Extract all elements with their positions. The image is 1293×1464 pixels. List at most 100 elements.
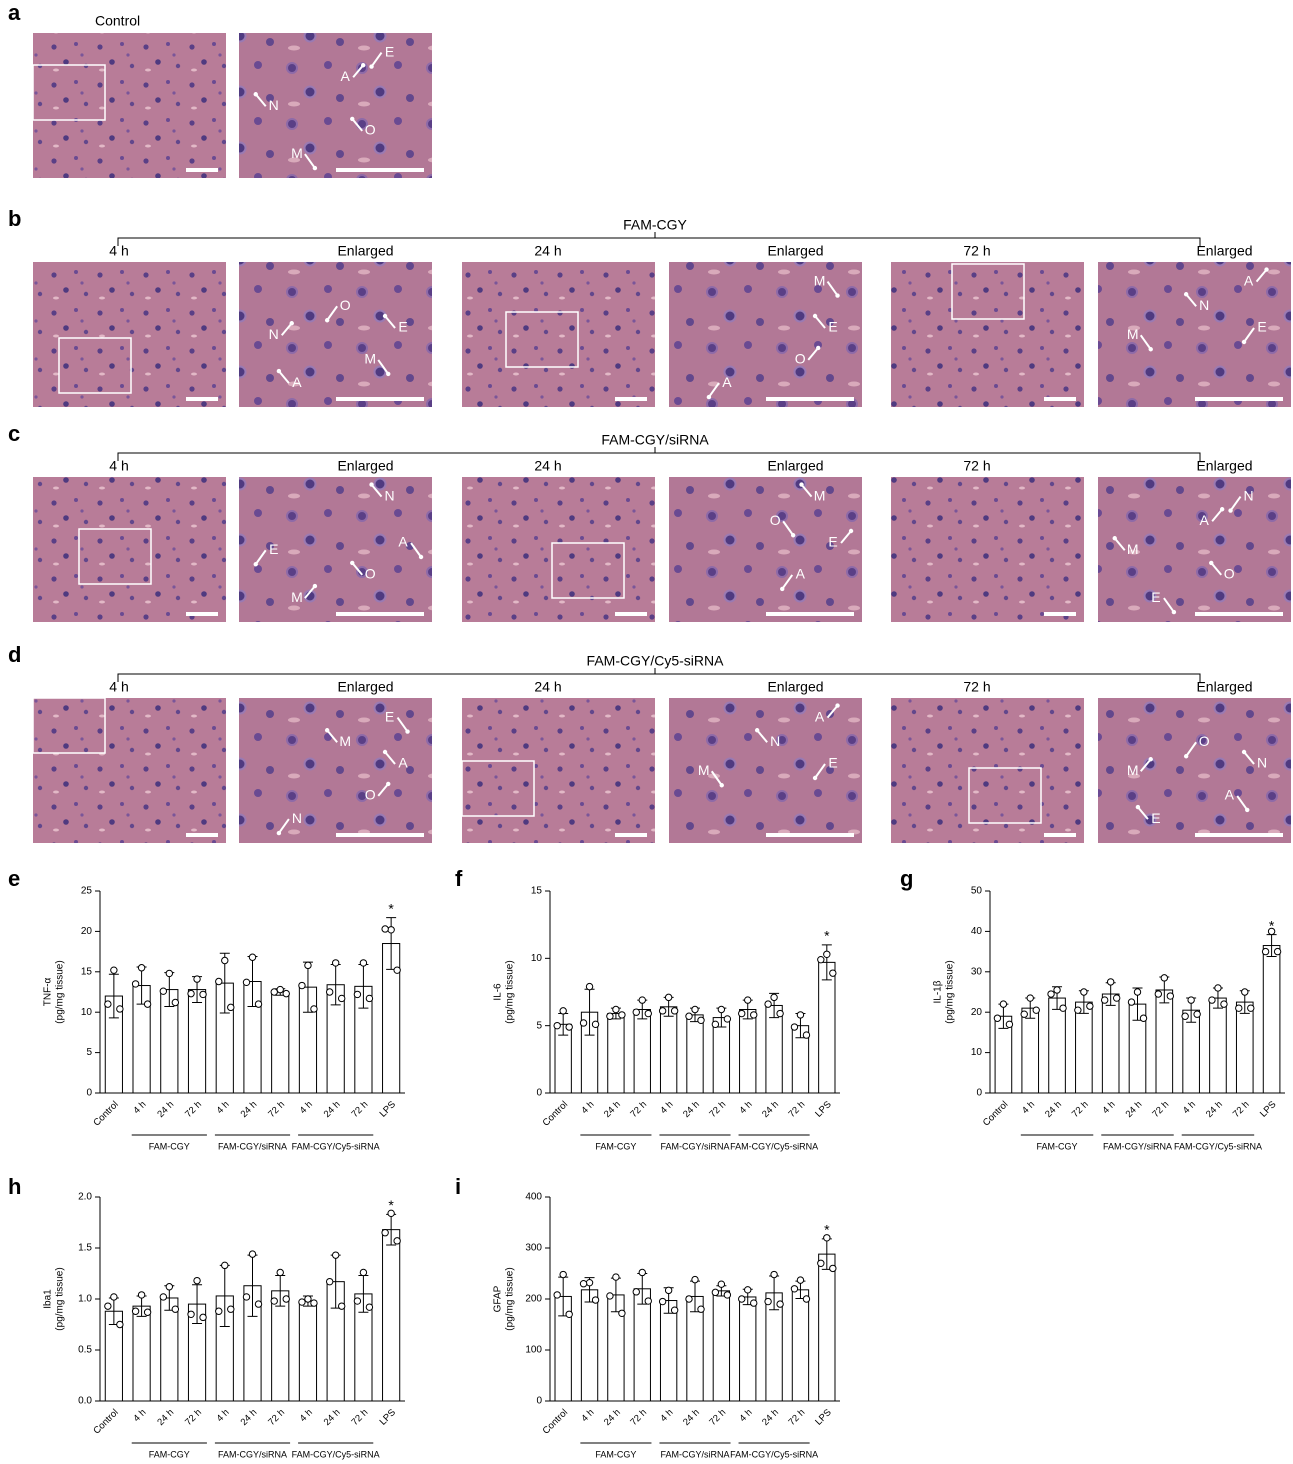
y-axis-title: Iba1	[43, 1289, 54, 1309]
arrow-head	[277, 831, 281, 835]
x-tick-label: 72 h	[786, 1407, 807, 1428]
micrograph	[462, 698, 655, 843]
group-label: FAM-CGY/Cy5-siRNA	[730, 1449, 818, 1459]
annotation-letter: M	[1127, 326, 1139, 342]
data-point	[613, 1274, 619, 1280]
data-point	[271, 989, 277, 995]
panel-label: g	[900, 866, 913, 891]
data-point	[249, 1251, 255, 1257]
x-tick-label: 4 h	[579, 1099, 596, 1116]
bar	[581, 1290, 597, 1401]
data-point	[194, 1277, 200, 1283]
arrow-head	[254, 92, 258, 96]
data-point	[332, 1252, 338, 1258]
bar	[608, 1014, 624, 1093]
data-point	[560, 1008, 566, 1014]
data-point	[686, 1013, 692, 1019]
data-point	[1101, 997, 1107, 1003]
data-point	[1060, 1005, 1066, 1011]
bar	[1102, 994, 1119, 1093]
data-point	[188, 1311, 194, 1317]
arrow-head	[835, 293, 839, 297]
annotation-letter: A	[340, 68, 350, 84]
data-point	[771, 1271, 777, 1277]
data-point	[228, 1004, 234, 1010]
x-tick-label: 72 h	[1231, 1099, 1252, 1120]
data-point	[243, 979, 249, 985]
annotation-letter: M	[291, 589, 303, 605]
data-point	[1081, 989, 1087, 995]
data-point	[277, 1269, 283, 1275]
arrow-head	[419, 555, 423, 559]
annotation-letter: N	[770, 733, 780, 749]
y-tick-label: 10	[81, 1007, 93, 1018]
x-tick-label: 72 h	[707, 1099, 728, 1120]
annotation-letter: N	[292, 810, 302, 826]
column-title: Enlarged	[1196, 679, 1252, 695]
data-point	[645, 1298, 651, 1304]
significance-mark: *	[824, 1222, 830, 1238]
x-tick-label: 4 h	[1100, 1099, 1117, 1116]
annotation-letter: E	[1151, 589, 1160, 605]
data-point	[639, 997, 645, 1003]
data-point	[354, 1298, 360, 1304]
x-tick-label: 24 h	[760, 1099, 781, 1120]
data-point	[132, 1308, 138, 1314]
data-point	[1027, 995, 1033, 1001]
bar	[188, 990, 205, 1093]
data-point	[1182, 1013, 1188, 1019]
arrow-head	[405, 729, 409, 733]
annotation-letter: A	[1225, 787, 1235, 803]
x-tick-label: 24 h	[602, 1407, 623, 1428]
arrow-head	[369, 64, 373, 68]
data-point	[1248, 1005, 1254, 1011]
annotation-letter: A	[398, 534, 408, 550]
bar	[133, 1306, 150, 1401]
data-point	[797, 1277, 803, 1283]
arrow-head	[780, 587, 784, 591]
arrow-head	[799, 482, 803, 486]
y-tick-label: 0.5	[78, 1345, 92, 1356]
annotation-letter: M	[698, 762, 710, 778]
annotation-letter: E	[385, 708, 394, 724]
arrow-head	[369, 482, 373, 486]
annotation-letter: E	[828, 319, 837, 335]
x-tick-label: Control	[541, 1407, 570, 1436]
data-point	[354, 991, 360, 997]
bar	[1236, 1002, 1253, 1093]
data-point	[200, 991, 206, 997]
group-label: FAM-CGY/siRNA	[660, 1449, 729, 1459]
data-point	[1209, 997, 1215, 1003]
x-tick-label: 4 h	[738, 1099, 755, 1116]
data-point	[299, 1299, 305, 1305]
x-tick-label: Control	[541, 1099, 570, 1128]
data-point	[111, 1294, 117, 1300]
data-point	[580, 1281, 586, 1287]
arrow-head	[325, 318, 329, 322]
annotation-letter: E	[1151, 810, 1160, 826]
group-label: FAM-CGY	[595, 1449, 636, 1459]
y-tick-label: 1.5	[78, 1243, 92, 1254]
data-point	[305, 1296, 311, 1302]
annotation-letter: N	[1257, 755, 1267, 771]
column-title: Enlarged	[767, 243, 823, 259]
data-point	[566, 1311, 572, 1317]
arrow-head	[386, 372, 390, 376]
data-point	[172, 999, 178, 1005]
data-point	[751, 1300, 757, 1306]
x-tick-label: 24 h	[155, 1099, 176, 1120]
column-title: 4 h	[109, 679, 128, 695]
x-tick-label: 24 h	[239, 1407, 260, 1428]
data-point	[1075, 1007, 1081, 1013]
group-label: FAM-CGY/Cy5-siRNA	[1174, 1141, 1262, 1151]
x-tick-label: 24 h	[681, 1099, 702, 1120]
group-label: FAM-CGY/Cy5-siRNA	[292, 1141, 380, 1151]
bar	[272, 992, 289, 1093]
annotation-letter: A	[1199, 512, 1209, 528]
x-tick-label: LPS	[813, 1407, 833, 1427]
column-title: Enlarged	[767, 679, 823, 695]
data-point	[382, 926, 388, 932]
y-axis-title: IL-6	[493, 983, 504, 1001]
group-label: FAM-CGY/Cy5-siRNA	[292, 1449, 380, 1459]
data-point	[228, 1306, 234, 1312]
